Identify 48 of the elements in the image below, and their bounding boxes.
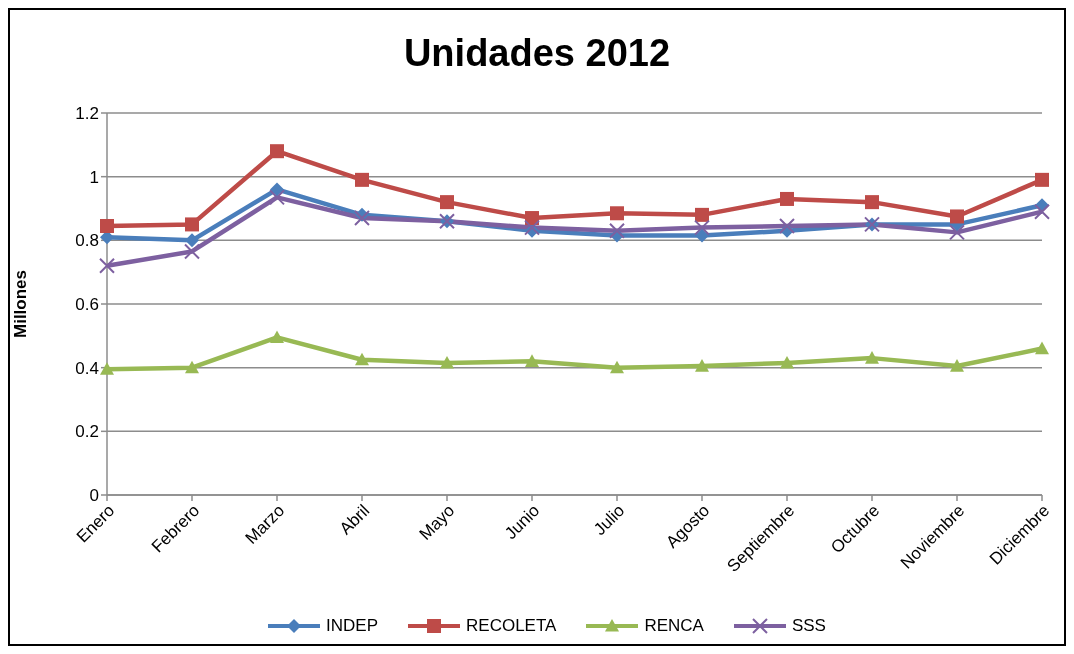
point [779, 218, 795, 235]
y-tick-label: 0.6 [75, 295, 99, 315]
point [99, 257, 115, 274]
point [100, 362, 114, 375]
y-axis-title: Millones [11, 269, 31, 339]
point [270, 330, 284, 344]
point [100, 219, 114, 234]
legend-label: SSS [791, 616, 826, 636]
legend-label: RECOLETA [466, 616, 557, 636]
point [184, 243, 200, 260]
y-tick-label: 0.2 [75, 422, 99, 442]
point [610, 360, 624, 374]
legend-label: RENCA [644, 616, 704, 636]
y-tick-label: 0.8 [75, 231, 99, 251]
y-tick-label: 0.4 [75, 358, 99, 378]
point [185, 360, 199, 374]
point [354, 210, 370, 227]
point [524, 219, 540, 236]
point [780, 191, 794, 206]
point [695, 207, 709, 222]
point [525, 354, 539, 367]
x-tick-label: Julio [590, 500, 629, 540]
point [865, 351, 879, 364]
point [694, 219, 710, 236]
point [950, 209, 964, 224]
point [185, 217, 199, 232]
point [949, 224, 965, 241]
y-tick-label: 1 [89, 167, 99, 187]
point [609, 222, 625, 239]
chart-title: Unidades 2012 [402, 32, 672, 75]
y-tick-label: 0 [89, 486, 99, 506]
point [355, 352, 369, 366]
point [695, 359, 709, 372]
point [780, 355, 794, 369]
y-tick-label: 1.2 [75, 104, 99, 124]
point [185, 233, 199, 248]
point [355, 172, 369, 187]
legend-label: INDEP [326, 616, 379, 636]
point [865, 195, 879, 210]
point [440, 195, 454, 210]
point [270, 144, 284, 159]
point [610, 206, 624, 221]
point [950, 359, 964, 372]
point [1035, 172, 1049, 187]
point [440, 355, 454, 369]
point [1034, 203, 1050, 220]
point [1035, 341, 1049, 355]
point [269, 189, 285, 206]
